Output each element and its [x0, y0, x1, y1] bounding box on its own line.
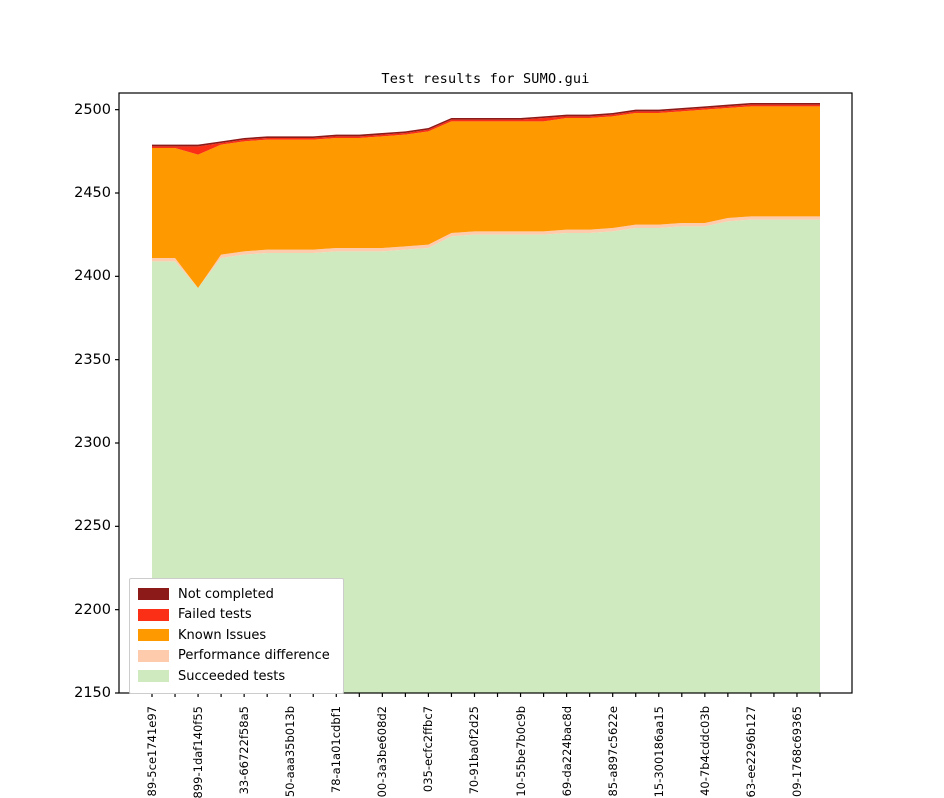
legend-swatch-icon — [138, 588, 169, 601]
axes-frame — [118, 92, 853, 694]
legend-label: Performance difference — [178, 648, 330, 664]
x-tick-label: 899-1daf140f55 — [191, 706, 206, 798]
legend-label: Not completed — [178, 586, 274, 602]
x-tick-label: 89-5ce1741e97 — [145, 706, 159, 797]
x-tick-label: 33-66722f58a5 — [237, 706, 252, 795]
x-tick-label-wrapper: 89-5ce1741e97 — [144, 706, 160, 796]
x-tick-label-wrapper: 899-1daf140f55 — [190, 706, 206, 798]
x-tick-label: 00-3a3be608d2 — [375, 706, 390, 798]
legend-swatch-icon — [138, 649, 169, 662]
y-tick-label: 2150 — [74, 685, 111, 701]
x-tick-label-wrapper: 33-66722f58a5 — [236, 706, 252, 794]
x-tick-label: 78-a1a01cdbf1 — [329, 706, 344, 794]
y-tick-label: 2250 — [74, 518, 111, 535]
x-tick-label-wrapper: 69-da224bac8d — [559, 706, 575, 796]
y-tick-label: 2300 — [74, 435, 111, 451]
x-tick-label: 63-ee2296b127 — [743, 706, 758, 798]
x-tick-label-wrapper: 035-ecfc2ffbc7 — [420, 706, 436, 792]
legend-swatch-icon — [138, 629, 169, 642]
area-series-not-completed — [152, 103, 820, 147]
legend-label: Known Issues — [178, 627, 267, 643]
x-tick-label-wrapper: 10-55be7b0c9b — [513, 706, 529, 797]
chart-title: Test results for SUMO.gui — [381, 71, 590, 87]
legend-swatch-icon — [138, 670, 169, 683]
y-tick-label: 2500 — [74, 101, 111, 118]
legend-swatch-icon — [138, 608, 169, 621]
legend-item[interactable]: Failed tests — [138, 605, 335, 626]
x-tick-label-wrapper: 00-3a3be608d2 — [374, 706, 390, 797]
x-tick-label: 10-55be7b0c9b — [513, 706, 528, 797]
legend-item[interactable]: Succeeded tests — [138, 666, 335, 687]
x-tick-label-wrapper: 63-ee2296b127 — [743, 706, 759, 797]
area-series-succeeded-tests — [152, 219, 820, 693]
y-tick-label: 2400 — [74, 268, 111, 285]
y-tick-label: 2350 — [74, 351, 111, 368]
x-tick-label: 50-aaa35b013b — [283, 706, 298, 798]
x-tick-label: 69-da224bac8d — [559, 706, 574, 797]
area-series-performance-difference — [152, 216, 820, 288]
legend-label: Succeeded tests — [178, 668, 286, 684]
x-tick-label-wrapper: 15-300186aa15 — [651, 706, 667, 797]
x-tick-label-wrapper: 09-1768c69365 — [789, 706, 805, 797]
x-tick-label: 40-7b4cddc03b — [697, 706, 712, 796]
area-series-known-issues — [152, 106, 820, 288]
x-tick-label: 035-ecfc2ffbc7 — [421, 706, 436, 793]
x-tick-label-wrapper: 78-a1a01cdbf1 — [328, 706, 344, 793]
y-tick-label: 2450 — [74, 185, 111, 201]
x-tick-label-wrapper: 50-aaa35b013b — [282, 706, 298, 797]
x-tick-label: 70-91ba0f2d25 — [467, 706, 482, 795]
x-tick-label-wrapper: 40-7b4cddc03b — [697, 706, 713, 796]
x-tick-label-wrapper: 70-91ba0f2d25 — [466, 706, 482, 794]
x-tick-label-wrapper: 85-a897c5622e — [605, 706, 621, 796]
legend-item[interactable]: Performance difference — [138, 646, 335, 667]
legend-item[interactable]: Known Issues — [138, 625, 335, 646]
chart-legend: Not completed Failed tests Known Issues Per… — [129, 578, 344, 694]
legend-item[interactable]: Not completed — [138, 584, 335, 605]
legend-label: Failed tests — [178, 607, 252, 623]
y-tick-label: 2200 — [74, 601, 111, 618]
x-tick-label: 15-300186aa15 — [651, 706, 666, 798]
x-tick-label: 85-a897c5622e — [605, 706, 620, 797]
x-tick-label: 09-1768c69365 — [789, 706, 804, 797]
